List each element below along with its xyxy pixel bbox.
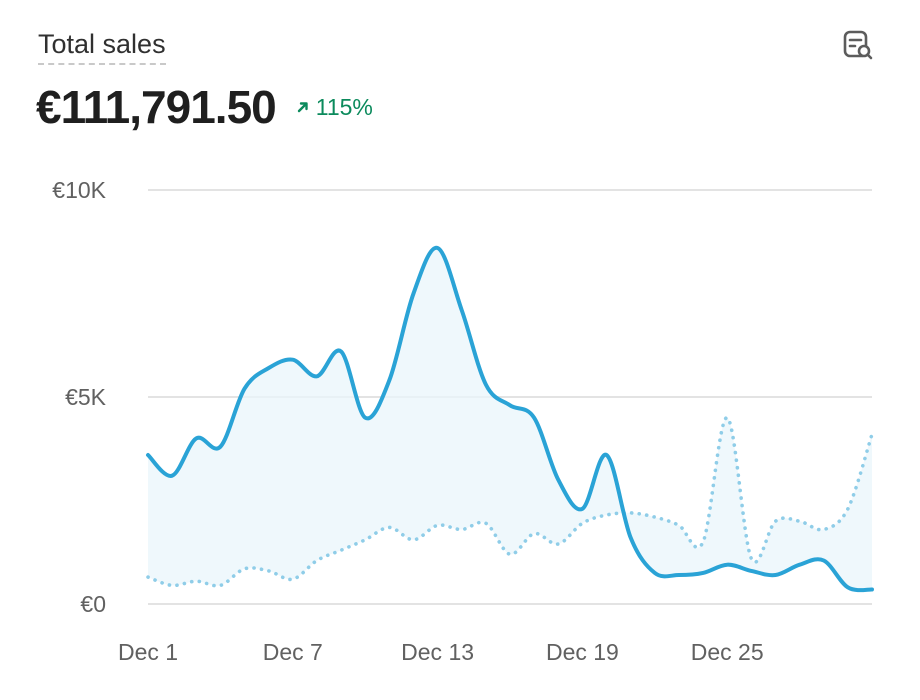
data-point-primary[interactable] [626, 533, 636, 543]
data-point-comparison[interactable] [457, 524, 467, 534]
data-point-comparison[interactable] [795, 516, 805, 526]
x-tick-label: Dec 25 [691, 639, 764, 665]
x-tick-label: Dec 13 [401, 639, 474, 665]
data-point-primary[interactable] [481, 380, 491, 390]
data-point-comparison[interactable] [674, 520, 684, 530]
data-point-comparison[interactable] [505, 549, 515, 559]
data-point-primary[interactable] [288, 355, 298, 365]
data-point-comparison[interactable] [191, 576, 201, 586]
data-point-primary[interactable] [240, 384, 250, 394]
data-point-comparison[interactable] [143, 572, 153, 582]
data-point-primary[interactable] [191, 433, 201, 443]
total-sales-value: €111,791.50 [36, 81, 277, 133]
data-point-comparison[interactable] [626, 508, 636, 518]
change-percent: 115% [315, 93, 373, 120]
data-point-primary[interactable] [167, 471, 177, 481]
data-point-primary[interactable] [529, 413, 539, 423]
data-point-primary[interactable] [819, 556, 829, 566]
data-point-comparison[interactable] [602, 510, 612, 520]
data-point-primary[interactable] [698, 568, 708, 578]
data-point-comparison[interactable] [433, 520, 443, 530]
y-tick-label: €10K [52, 177, 106, 203]
data-point-comparison[interactable] [288, 574, 298, 584]
sales-line-chart: €0 €5K €10K Dec 1 Dec 7 Dec 13 Dec 19 Dec 25 [52, 177, 877, 665]
data-point-primary[interactable] [770, 570, 780, 580]
x-tick-label: Dec 7 [263, 639, 323, 665]
data-point-comparison[interactable] [722, 413, 732, 423]
data-point-primary[interactable] [867, 585, 877, 595]
data-point-primary[interactable] [384, 375, 394, 385]
data-point-comparison[interactable] [384, 522, 394, 532]
data-point-comparison[interactable] [746, 553, 756, 563]
data-point-comparison[interactable] [336, 545, 346, 555]
data-point-comparison[interactable] [167, 580, 177, 590]
data-point-comparison[interactable] [553, 539, 563, 549]
data-point-primary[interactable] [336, 346, 346, 356]
data-point-comparison[interactable] [650, 512, 660, 522]
data-point-comparison[interactable] [577, 518, 587, 528]
card-title[interactable]: Total sales [38, 28, 166, 65]
x-tick-label: Dec 1 [118, 639, 178, 665]
data-point-primary[interactable] [457, 305, 467, 315]
change-indicator: 115% [296, 94, 373, 121]
data-point-comparison[interactable] [240, 564, 250, 574]
data-point-comparison[interactable] [867, 429, 877, 439]
data-point-primary[interactable] [553, 475, 563, 485]
y-tick-label: €0 [80, 591, 106, 617]
data-point-primary[interactable] [360, 413, 370, 423]
data-point-comparison[interactable] [819, 524, 829, 534]
data-point-comparison[interactable] [529, 529, 539, 539]
data-point-primary[interactable] [795, 560, 805, 570]
data-point-primary[interactable] [143, 450, 153, 460]
x-tick-label: Dec 19 [546, 639, 619, 665]
data-point-primary[interactable] [408, 289, 418, 299]
data-point-comparison[interactable] [264, 566, 274, 576]
data-point-primary[interactable] [215, 442, 225, 452]
data-point-comparison[interactable] [843, 504, 853, 514]
data-point-comparison[interactable] [698, 537, 708, 547]
data-point-comparison[interactable] [312, 556, 322, 566]
y-tick-label: €5K [65, 384, 107, 410]
data-point-comparison[interactable] [360, 535, 370, 545]
data-point-primary[interactable] [650, 568, 660, 578]
data-point-comparison[interactable] [215, 580, 225, 590]
data-point-primary[interactable] [674, 570, 684, 580]
area-between-series [148, 247, 872, 591]
data-point-primary[interactable] [746, 566, 756, 576]
data-point-comparison[interactable] [481, 518, 491, 528]
data-point-primary[interactable] [602, 450, 612, 460]
data-point-primary[interactable] [312, 371, 322, 381]
data-point-primary[interactable] [722, 560, 732, 570]
series-line-comparison[interactable] [146, 415, 874, 588]
data-point-comparison[interactable] [770, 516, 780, 526]
data-point-primary[interactable] [505, 400, 515, 410]
data-point-primary[interactable] [433, 243, 443, 253]
metric-row: €111,791.50 115% [36, 80, 373, 134]
data-point-primary[interactable] [843, 582, 853, 592]
data-point-comparison[interactable] [408, 535, 418, 545]
arrow-up-right-icon [297, 102, 308, 113]
series-line-primary[interactable] [146, 245, 874, 593]
analytics-search-icon[interactable] [836, 24, 880, 68]
data-point-primary[interactable] [577, 504, 587, 514]
data-point-primary[interactable] [264, 363, 274, 373]
